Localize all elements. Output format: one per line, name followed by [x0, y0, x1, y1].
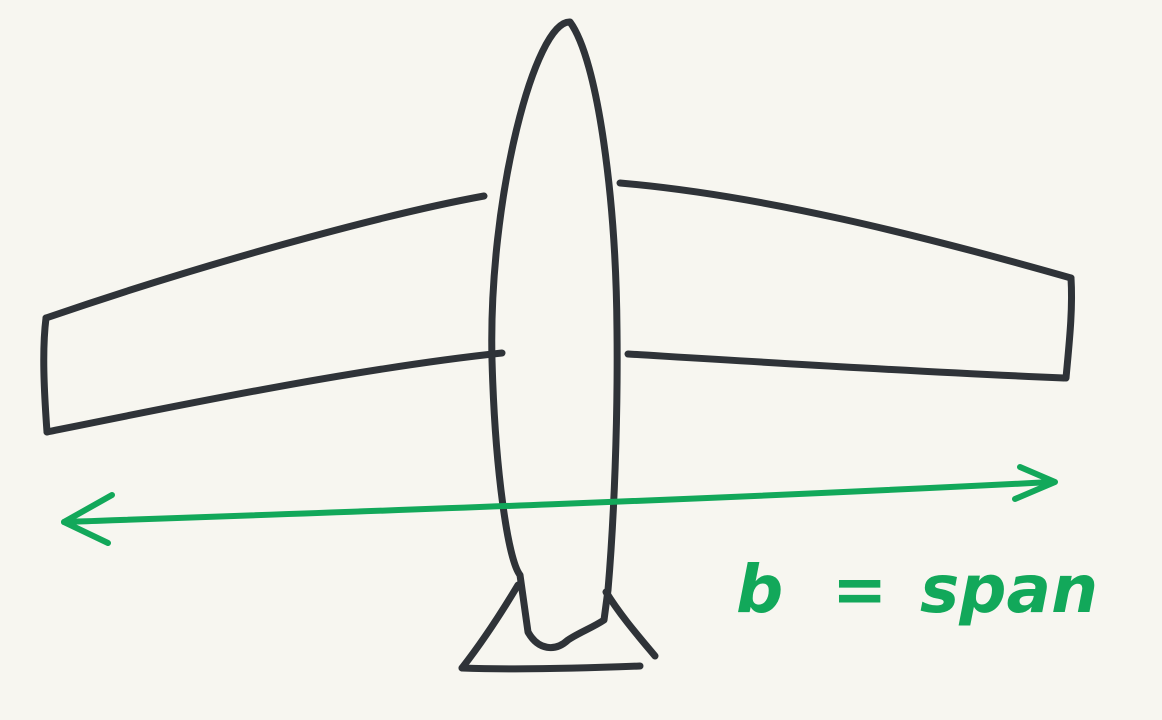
- right-wing-leading-edge: [616, 179, 1075, 282]
- span-dimension: [61, 464, 1058, 546]
- tail-right-edge: [602, 588, 659, 660]
- span-dimension-line: [61, 479, 1055, 525]
- tail-base: [458, 662, 644, 673]
- left-wing-leading-edge: [42, 192, 488, 322]
- equals-sign: =: [832, 551, 887, 628]
- aircraft: [40, 18, 1076, 673]
- tail: [458, 581, 659, 673]
- span-label: b = span: [736, 551, 1098, 628]
- span-symbol: b: [736, 551, 783, 628]
- span-word: span: [920, 551, 1098, 628]
- right-wing-tip-chord: [1062, 274, 1076, 382]
- right-arrowhead: [1012, 464, 1058, 502]
- left-wing-trailing-edge: [43, 349, 506, 436]
- left-arrowhead: [61, 492, 115, 546]
- right-wing: [616, 179, 1076, 382]
- tail-left-edge: [458, 581, 522, 672]
- left-wing-tip-chord: [40, 314, 51, 436]
- left-wing: [40, 192, 506, 436]
- right-wing-trailing-edge: [624, 350, 1068, 382]
- fuselage: [488, 18, 621, 651]
